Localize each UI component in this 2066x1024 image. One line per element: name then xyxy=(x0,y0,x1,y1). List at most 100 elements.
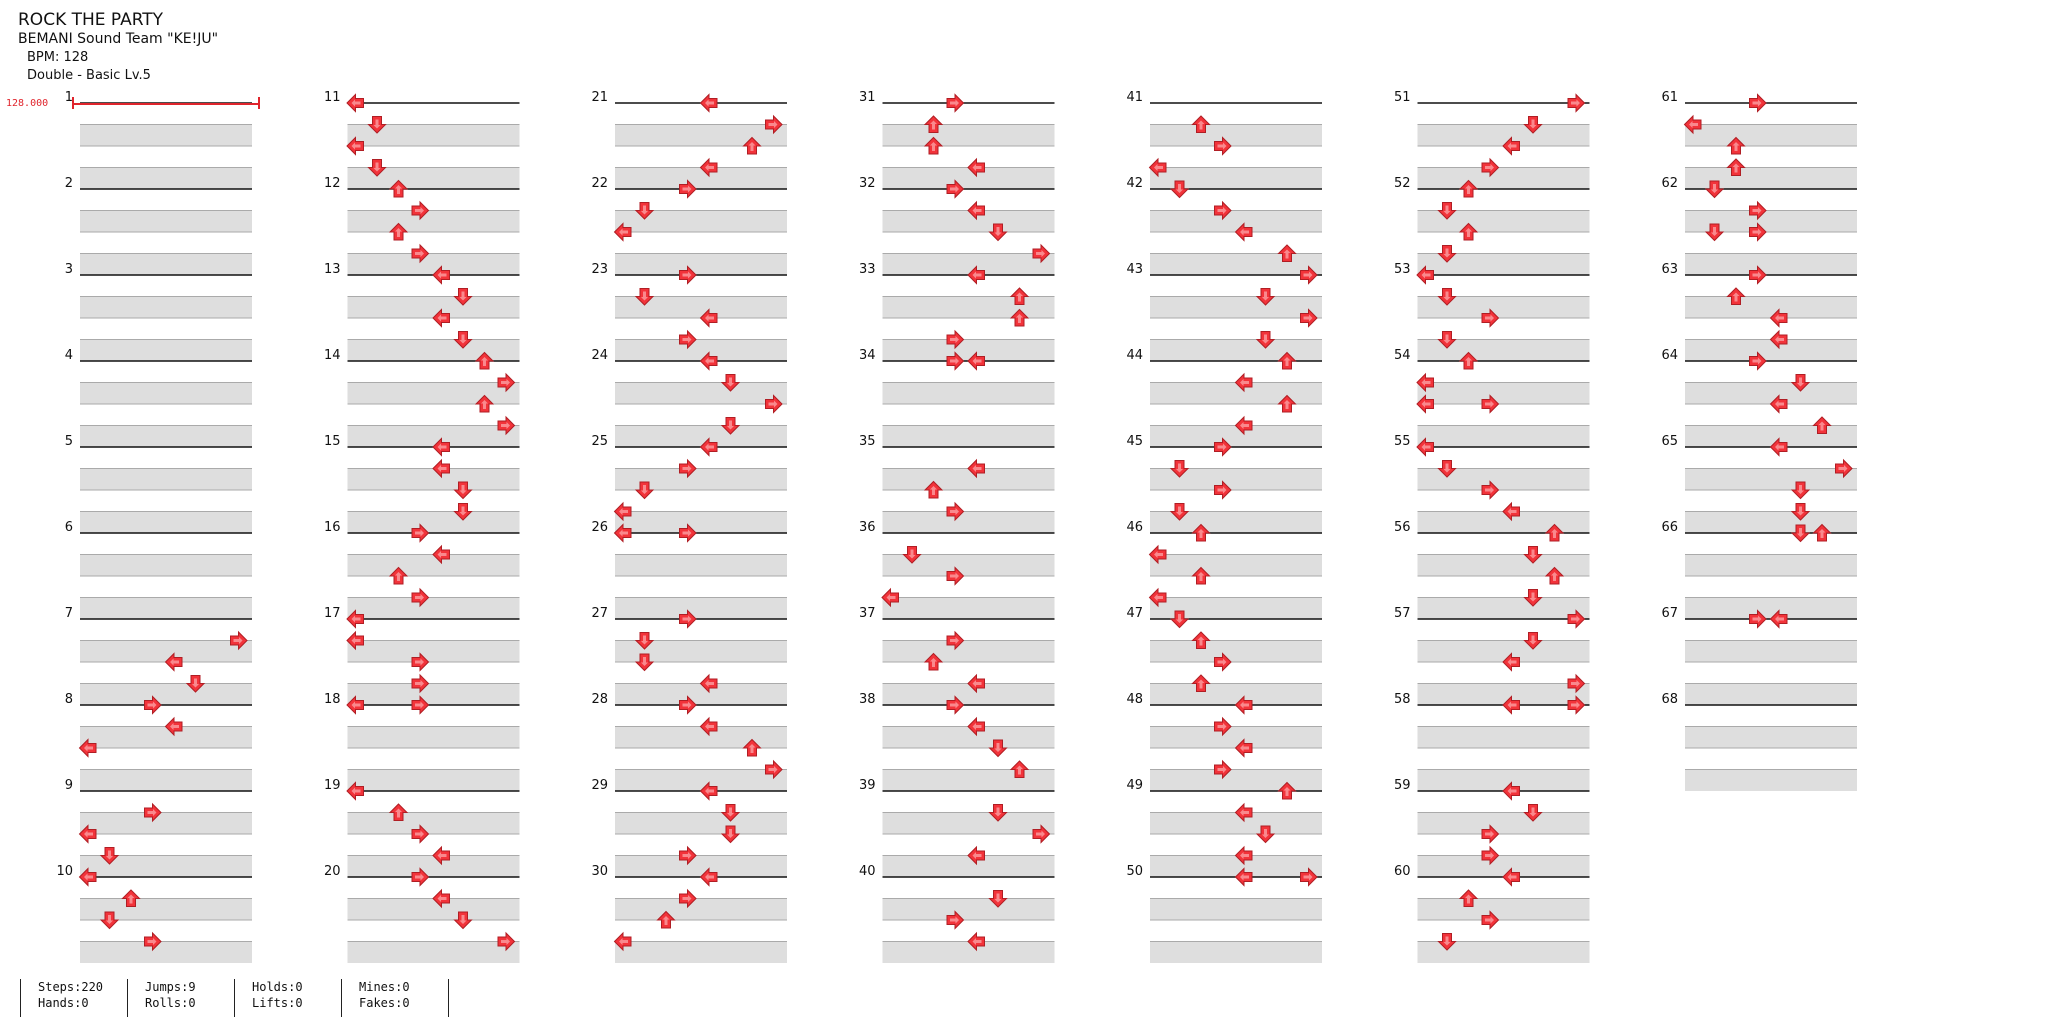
measure-number: 29 xyxy=(591,778,608,793)
step-arrow xyxy=(1234,845,1253,866)
step-arrow xyxy=(1214,759,1232,780)
step-arrow xyxy=(1234,415,1253,436)
step-arrow xyxy=(432,265,450,285)
beat-band xyxy=(347,425,520,447)
beat-band xyxy=(615,726,787,748)
step-arrow xyxy=(967,845,985,866)
step-arrow xyxy=(679,458,697,479)
beat-band xyxy=(882,640,1055,662)
beat-band xyxy=(347,253,520,275)
measure-number: 19 xyxy=(324,778,341,793)
step-arrow xyxy=(699,308,718,328)
step-arrow xyxy=(1544,523,1565,542)
beat-band xyxy=(1150,898,1322,920)
beat-band xyxy=(80,425,252,447)
measure-number: 50 xyxy=(1126,864,1143,879)
measure-number: 55 xyxy=(1394,434,1411,449)
step-arrow xyxy=(1255,288,1276,306)
beat-band xyxy=(80,898,252,920)
step-arrow xyxy=(1458,222,1479,241)
step-arrow xyxy=(946,93,965,113)
measure-number: 51 xyxy=(1394,90,1411,105)
beat-band xyxy=(615,382,787,404)
step-arrow xyxy=(699,437,718,457)
step-arrow xyxy=(1704,180,1725,199)
step-arrow xyxy=(699,157,718,178)
beat-band xyxy=(347,468,520,490)
step-arrow xyxy=(1502,136,1520,156)
step-arrow xyxy=(1437,245,1457,263)
measure-number: 37 xyxy=(859,606,876,621)
beat-band xyxy=(1417,124,1590,146)
beat-band xyxy=(1150,167,1322,189)
beat-band xyxy=(615,124,787,146)
step-arrow xyxy=(367,116,387,134)
measure-number: 10 xyxy=(56,864,73,879)
beat-band xyxy=(1150,683,1322,705)
step-arrow xyxy=(988,739,1008,758)
beat-band xyxy=(1150,554,1322,576)
stat-rolls: Rolls:0 xyxy=(145,996,196,1010)
step-arrow xyxy=(1169,610,1190,629)
step-arrow xyxy=(474,351,495,370)
step-arrow xyxy=(1502,652,1520,672)
step-arrow xyxy=(923,652,944,671)
step-arrow xyxy=(1523,116,1543,134)
beat-band xyxy=(1417,597,1590,619)
step-arrow xyxy=(78,738,97,758)
step-arrow xyxy=(679,329,697,350)
beat-band xyxy=(347,898,520,920)
step-arrow xyxy=(1502,781,1520,801)
step-arrow xyxy=(656,910,676,929)
step-arrow xyxy=(720,825,741,844)
beat-band xyxy=(1150,769,1322,791)
step-arrow xyxy=(881,587,899,608)
step-arrow xyxy=(988,223,1008,242)
beat-band xyxy=(615,253,787,275)
beat-band xyxy=(882,812,1055,834)
measure-number: 42 xyxy=(1126,176,1143,191)
song-artist: BEMANI Sound Team "KE!JU" xyxy=(18,31,219,47)
beat-band xyxy=(1150,812,1322,834)
step-arrow xyxy=(1790,503,1811,521)
step-arrow xyxy=(367,159,387,177)
measure-number: 15 xyxy=(324,434,341,449)
beat-band xyxy=(80,382,252,404)
step-arrow xyxy=(946,179,965,199)
beat-band xyxy=(347,124,520,146)
step-arrow xyxy=(679,609,697,629)
step-arrow xyxy=(1009,308,1030,327)
step-arrow xyxy=(967,716,985,737)
step-arrow xyxy=(1481,824,1500,844)
beat-band xyxy=(1685,769,1857,791)
beat-band xyxy=(80,726,252,748)
beat-band xyxy=(1685,640,1857,662)
beat-band xyxy=(80,339,252,361)
beat-band xyxy=(615,769,787,791)
step-arrow xyxy=(613,523,632,543)
step-arrow xyxy=(1458,351,1479,370)
measure-number: 35 xyxy=(859,434,876,449)
step-arrow xyxy=(1749,609,1767,629)
step-arrow xyxy=(1191,566,1211,585)
beat-band xyxy=(1685,210,1857,232)
measure-number: 28 xyxy=(591,692,608,707)
measure-number: 25 xyxy=(591,434,608,449)
beat-band xyxy=(1417,640,1590,662)
beat-band xyxy=(80,769,252,791)
step-arrow xyxy=(967,351,985,371)
beat-band xyxy=(615,296,787,318)
step-arrow xyxy=(679,845,697,866)
beat-band xyxy=(347,554,520,576)
step-arrow xyxy=(1214,136,1232,156)
beat-band xyxy=(615,812,787,834)
measure-number: 65 xyxy=(1661,434,1678,449)
beat-band xyxy=(1417,812,1590,834)
step-arrow xyxy=(453,288,473,306)
measure-number: 41 xyxy=(1126,90,1143,105)
step-arrow xyxy=(699,781,718,801)
step-arrow xyxy=(720,374,741,392)
step-arrow xyxy=(1812,523,1832,542)
step-arrow xyxy=(1835,458,1853,479)
step-arrow xyxy=(613,931,632,952)
